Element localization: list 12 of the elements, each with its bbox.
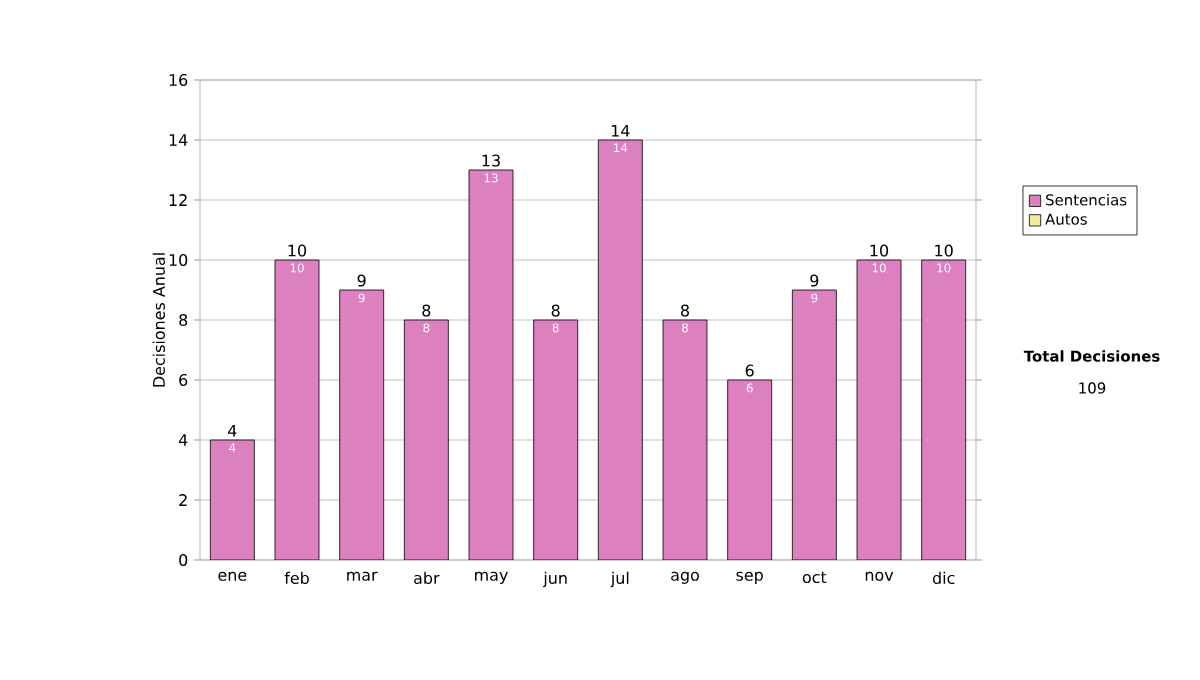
bar <box>210 440 255 560</box>
bar <box>275 260 319 560</box>
bar <box>469 169 514 560</box>
bar <box>792 290 837 560</box>
bar <box>663 320 708 560</box>
bar <box>857 260 902 560</box>
bar <box>404 320 449 560</box>
bar <box>727 380 772 560</box>
bar <box>921 259 967 560</box>
bar <box>339 290 384 560</box>
bar <box>533 320 578 560</box>
bar <box>598 139 643 560</box>
